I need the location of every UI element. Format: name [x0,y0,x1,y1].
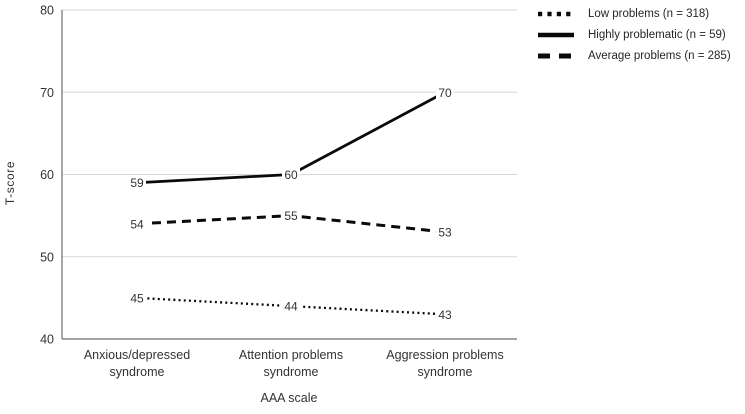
y-tick-label: 40 [40,333,54,347]
legend-item-highly-problematic: Highly problematic (n = 59) [537,24,731,45]
data-label-bg [128,216,146,231]
y-axis-title: T-score [3,161,17,205]
legend-label: Low problems (n = 318) [588,7,710,20]
data-label: 54 [130,217,144,231]
solid-line-swatch-icon [538,32,574,37]
y-tick-label: 50 [40,250,54,264]
legend: Low problems (n = 318) Highly problemati… [537,3,731,66]
data-label: 59 [130,176,144,190]
data-label: 53 [438,226,452,240]
dotted-line-swatch-icon [538,11,574,16]
x-tick-label: syndrome [264,365,319,379]
y-tick-label: 70 [40,86,54,100]
x-axis-title: AAA scale [261,391,318,405]
legend-item-average-problems: Average problems (n = 285) [537,45,731,66]
x-tick-label: Anxious/depressed [84,348,190,362]
data-label: 60 [284,168,298,182]
x-tick-label: Aggression problems [386,348,503,362]
data-label-bg [282,208,300,223]
data-label-bg [436,85,454,100]
y-tick-label: 60 [40,168,54,182]
data-label: 43 [438,308,452,322]
data-label-bg [128,290,146,305]
data-label: 45 [130,291,144,305]
legend-label: Highly problematic (n = 59) [588,28,726,41]
data-label-bg [282,167,300,182]
x-tick-label: Attention problems [239,348,343,362]
data-label: 55 [284,209,298,223]
data-label-bg [128,175,146,190]
data-label-bg [436,225,454,240]
data-label: 70 [438,86,452,100]
data-label: 44 [284,300,298,314]
legend-label: Average problems (n = 285) [588,49,731,62]
legend-item-low-problems: Low problems (n = 318) [537,3,731,24]
data-label-bg [436,307,454,322]
dashed-line-swatch-icon [538,53,574,58]
x-tick-label: syndrome [418,365,473,379]
data-label-bg [282,299,300,314]
x-tick-label: syndrome [110,365,165,379]
y-tick-label: 80 [40,4,54,18]
